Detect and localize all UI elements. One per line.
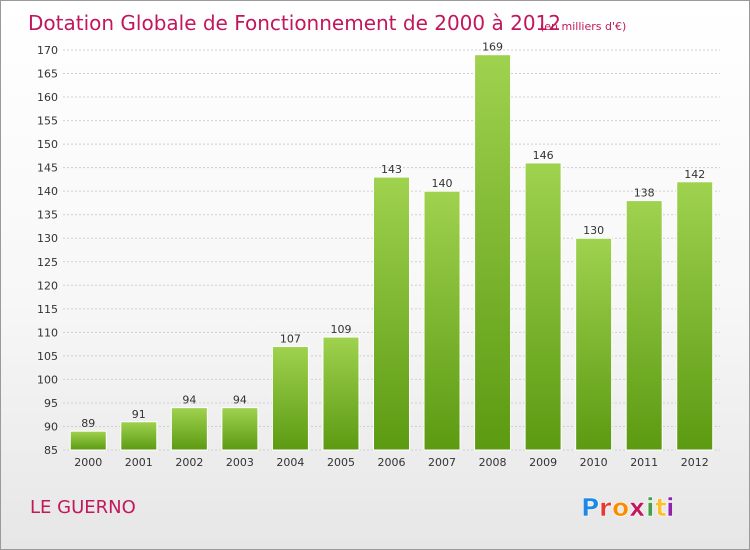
x-tick-label: 2008 [479, 456, 507, 469]
bar-2000 [69, 430, 107, 451]
x-axis-ticks: 2000 2001 2002 2003 2004 2005 2006 2007 2008 2009… [74, 456, 708, 469]
x-tick-label: 2001 [125, 456, 153, 469]
y-tick-label: 105 [37, 350, 58, 363]
x-tick-label: 2002 [175, 456, 203, 469]
bar-2007 [423, 190, 461, 451]
bar-value-label: 138 [634, 187, 655, 200]
y-tick-label: 130 [37, 232, 58, 245]
y-tick-label: 135 [37, 209, 58, 222]
y-tick-label: 115 [37, 303, 58, 316]
x-tick-label: 2004 [276, 456, 304, 469]
bar-value-label: 130 [583, 224, 604, 237]
chart-title: Dotation Globale de Fonctionnement de 20… [28, 11, 561, 35]
logo-letter: o [612, 493, 629, 522]
bar-value-label: 94 [233, 394, 247, 407]
bar-2001 [120, 421, 158, 451]
y-tick-label: 85 [44, 444, 58, 457]
bar-value-label: 94 [182, 394, 196, 407]
bar-2006 [373, 176, 410, 451]
bar-value-label: 143 [381, 163, 402, 176]
y-tick-label: 110 [37, 326, 58, 339]
x-tick-label: 2010 [580, 456, 608, 469]
x-tick-label: 2011 [630, 456, 658, 469]
y-tick-label: 150 [37, 138, 58, 151]
x-tick-label: 2012 [681, 456, 709, 469]
logo-letter: r [599, 493, 612, 522]
bar-2009 [524, 162, 562, 451]
bar-2003 [221, 407, 259, 451]
bar-value-label: 146 [533, 149, 554, 162]
y-tick-label: 120 [37, 279, 58, 292]
y-tick-label: 100 [37, 373, 58, 386]
logo-letter: i [646, 493, 655, 522]
x-tick-label: 2006 [378, 456, 406, 469]
x-tick-label: 2000 [74, 456, 102, 469]
bar-2010 [575, 237, 613, 451]
bar-value-label: 89 [81, 417, 95, 430]
y-tick-label: 145 [37, 162, 58, 175]
bars [69, 54, 714, 451]
logo-letter: t [655, 493, 667, 522]
logo-letter: x [629, 493, 645, 522]
y-tick-label: 165 [37, 68, 58, 81]
y-axis-ticks: 85 90 95 100 105 110 115 120 125 130 135 140 145 150 1… [37, 44, 58, 457]
bar-value-label: 91 [132, 408, 146, 421]
logo-letter: P [581, 493, 599, 522]
bar-value-label: 109 [330, 323, 351, 336]
x-tick-label: 2007 [428, 456, 456, 469]
x-tick-label: 2009 [529, 456, 557, 469]
x-tick-label: 2003 [226, 456, 254, 469]
y-tick-label: 160 [37, 91, 58, 104]
bar-2005 [322, 336, 360, 451]
bar-2012 [676, 181, 714, 451]
bar-2002 [170, 407, 208, 451]
bar-2011 [625, 200, 663, 451]
bar-value-label: 107 [280, 332, 301, 345]
bar-value-label: 142 [684, 168, 705, 181]
commune-name: LE GUERNO [30, 497, 136, 518]
bar-2008 [474, 54, 512, 451]
y-tick-label: 90 [44, 420, 58, 433]
bar-value-label: 140 [432, 177, 453, 190]
bar-value-labels: 89 91 94 94 107 109 143 140 169 146 130 138 142 [81, 41, 705, 430]
chart-subtitle: (en milliers d'€) [540, 20, 626, 33]
logo-letter: i [666, 493, 675, 522]
y-tick-label: 140 [37, 185, 58, 198]
bar-2004 [271, 345, 309, 451]
y-tick-label: 155 [37, 115, 58, 128]
y-tick-label: 170 [37, 44, 58, 57]
y-tick-label: 95 [44, 397, 58, 410]
x-tick-label: 2005 [327, 456, 355, 469]
bar-value-label: 169 [482, 41, 503, 54]
y-tick-label: 125 [37, 256, 58, 269]
